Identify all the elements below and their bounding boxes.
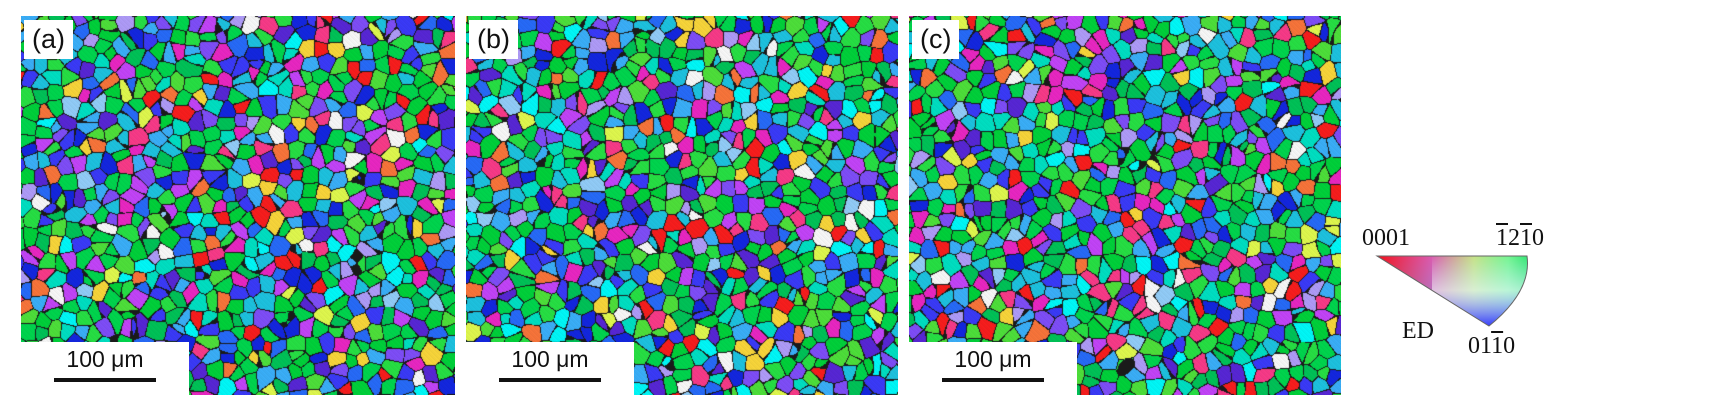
scale-bar-line (499, 378, 601, 382)
scale-bar-label: 100 μm (954, 346, 1032, 372)
panel-label: (b) (469, 20, 518, 59)
scale-bar: 100 μm (909, 342, 1077, 395)
label-ed: ED (1402, 318, 1434, 344)
scale-bar-line (54, 378, 156, 382)
label-0001: 0001 (1362, 225, 1410, 251)
scale-bar-label: 100 μm (66, 346, 144, 372)
label-1210: 1210 (1496, 225, 1544, 251)
scale-bar-label: 100 μm (511, 346, 589, 372)
panel-label: (c) (912, 20, 960, 59)
scale-bar: 100 μm (21, 342, 189, 395)
panel-label: (a) (24, 20, 73, 59)
grain-orientation-map (909, 16, 1341, 395)
scale-bar-line (942, 378, 1044, 382)
ebsd-map-c: (c) 100 μm (909, 16, 1341, 395)
grain-orientation-map (466, 16, 898, 395)
ebsd-map-b: (b) 100 μm (466, 16, 898, 395)
ipf-triangle (1375, 255, 1529, 327)
ebsd-map-a: (a) 100 μm (21, 16, 455, 395)
ipf-color-key: 0001 1210 ED 0110 (1362, 218, 1692, 378)
scale-bar: 100 μm (466, 342, 634, 395)
label-0110: 0110 (1468, 333, 1516, 359)
grain-orientation-map (21, 16, 455, 395)
